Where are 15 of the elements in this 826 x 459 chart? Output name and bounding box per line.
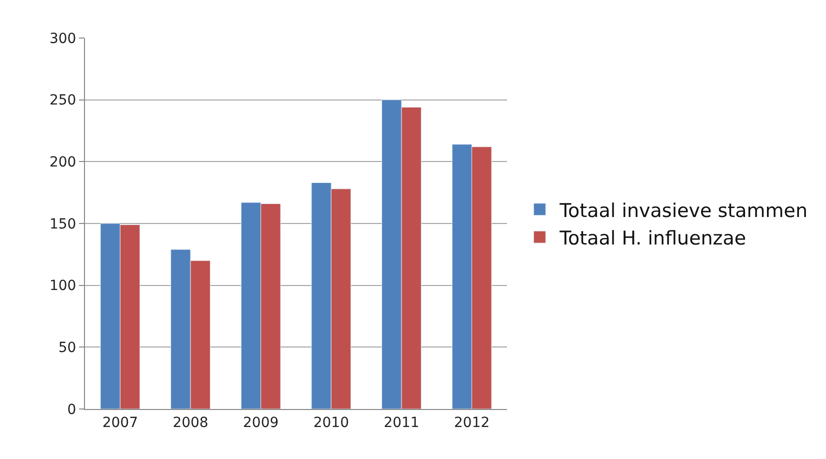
y-tick-label: 300 [49, 30, 76, 47]
x-tick-label: 2008 [172, 414, 208, 431]
x-tick-label: 2011 [384, 414, 420, 431]
y-tick-label: 150 [49, 216, 76, 232]
legend-label: Totaal H. influenzae [558, 227, 746, 250]
legend-label: Totaal invasieve stammen [558, 200, 808, 222]
x-tick-label: 2010 [313, 414, 349, 431]
y-tick-label: 50 [58, 340, 76, 356]
x-tick-label: 2007 [102, 414, 138, 431]
y-tick-label: 200 [49, 154, 76, 171]
x-tick-label: 2009 [243, 414, 279, 431]
y-tick-label: 250 [49, 92, 76, 109]
y-tick-label: 0 [67, 402, 76, 418]
x-tick-label: 2012 [454, 414, 490, 431]
y-tick-label: 100 [49, 278, 76, 294]
